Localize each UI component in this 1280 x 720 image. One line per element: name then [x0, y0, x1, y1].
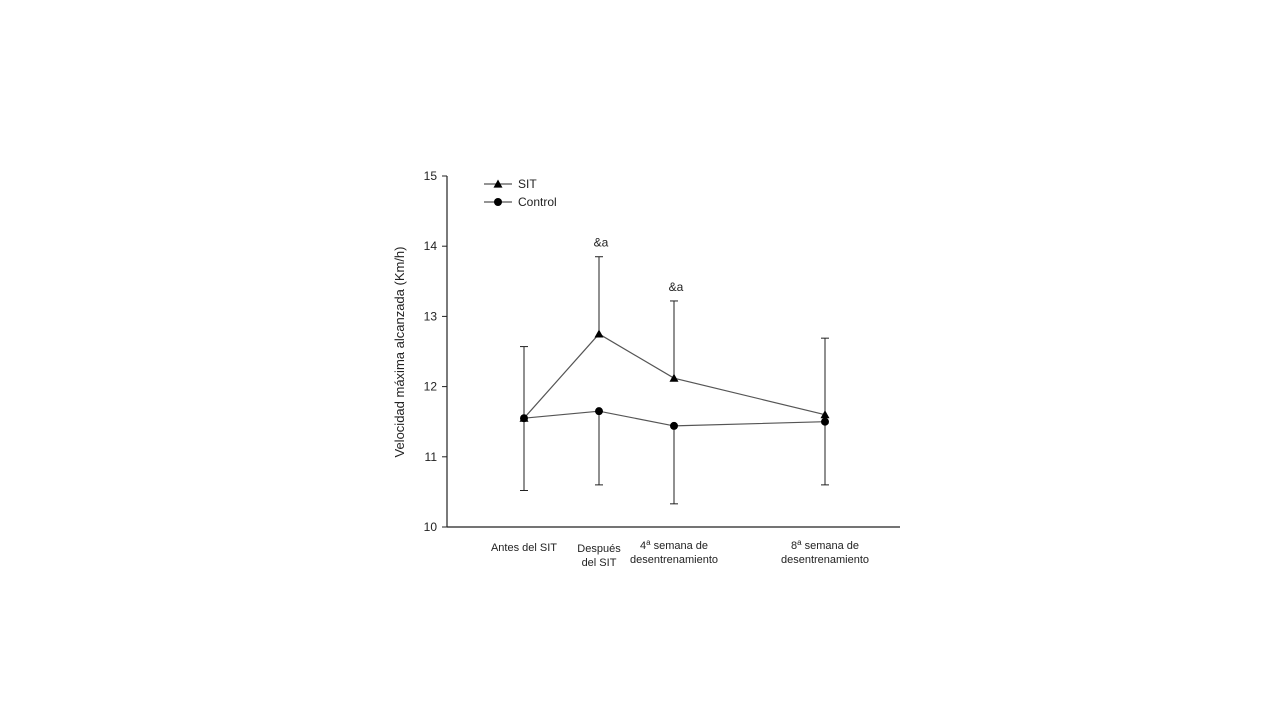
- series-line-control: [523, 410, 826, 427]
- legend: SIT Control: [484, 177, 557, 209]
- significance-annotation: &a: [669, 280, 684, 294]
- x-category-label: desentrenamiento: [630, 554, 718, 566]
- marker-triangle-sit: [669, 373, 679, 382]
- y-tick-label: 13: [424, 309, 438, 323]
- legend-label: SIT: [518, 177, 537, 191]
- y-tick-label: 15: [424, 169, 438, 183]
- marker-triangle-sit: [820, 410, 830, 419]
- legend-marker-triangle: [493, 179, 503, 188]
- marker-circle-control: [595, 407, 603, 416]
- y-tick-label: 12: [424, 380, 438, 394]
- marker-circle-control: [670, 421, 678, 430]
- x-category-label: desentrenamiento: [781, 554, 869, 566]
- series-markers: [519, 329, 830, 430]
- significance-annotation: &a: [594, 236, 609, 250]
- legend-marker-circle: [494, 198, 502, 206]
- series-line-sit: [523, 333, 826, 419]
- y-tick-label: 10: [424, 520, 438, 534]
- y-axis-label: Velocidad máxima alcanzada (Km/h): [392, 247, 407, 458]
- annotations: &a&a: [594, 236, 684, 294]
- y-tick-label: 11: [425, 450, 438, 464]
- legend-label: Control: [518, 195, 557, 209]
- y-tick-label: 14: [424, 239, 438, 253]
- error-bars: [520, 256, 829, 505]
- x-category-label: Después: [577, 543, 621, 555]
- x-category-label: Antes del SIT: [491, 542, 557, 554]
- marker-circle-control: [821, 417, 829, 426]
- series-lines: [523, 333, 826, 427]
- y-ticks: 10 11 12 13 14 15: [424, 169, 447, 534]
- x-category-labels: Antes del SIT Después del SIT 4a semana de d…: [491, 538, 869, 569]
- axes: [446, 176, 900, 528]
- marker-triangle-sit: [594, 329, 604, 338]
- marker-circle-control: [520, 414, 528, 423]
- x-category-label: del SIT: [582, 557, 617, 569]
- x-category-label: 8a semana de: [791, 538, 859, 552]
- x-category-label: 4a semana de: [640, 538, 708, 552]
